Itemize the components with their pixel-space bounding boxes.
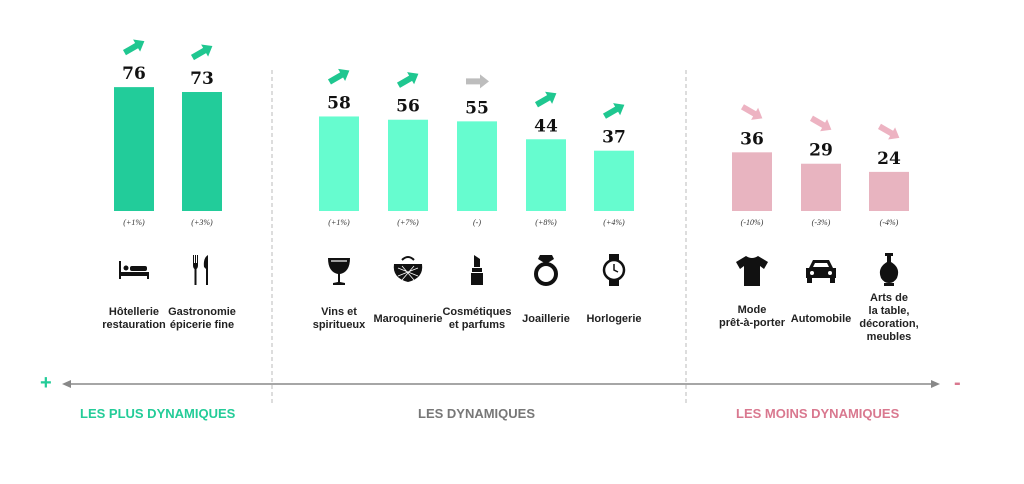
category-label-line: Arts de (870, 292, 908, 304)
lipstick-icon (471, 255, 483, 285)
category-label-line: spiritueux (312, 319, 366, 331)
change-label: (-) (473, 218, 481, 227)
bar (457, 121, 497, 211)
group-label-plus: LES PLUS DYNAMIQUES (80, 406, 236, 421)
bar-value-label: 24 (877, 149, 901, 169)
trend-arrow-up-icon (602, 103, 625, 119)
change-label: (+1%) (123, 218, 145, 227)
trend-arrow-down-icon (809, 115, 832, 132)
category-label-line: Mode (737, 304, 767, 316)
axis-left-arrowhead (62, 380, 71, 388)
change-label: (+1%) (328, 218, 350, 227)
bar (526, 139, 566, 211)
category-label-line: Maroquinerie (373, 313, 443, 325)
category-label: Horlogerie (572, 313, 656, 326)
change-label: (+7%) (397, 218, 419, 227)
change-label: (-4%) (880, 218, 899, 227)
bar (114, 87, 154, 211)
bar-value-label: 73 (190, 69, 214, 89)
category-label-line: Automobile (790, 313, 852, 325)
bar-value-label: 55 (465, 98, 489, 118)
category-label: Gastronomie épicerie fine (160, 306, 244, 332)
bar-value-label: 36 (740, 129, 764, 149)
category-label-line: épicerie fine (169, 319, 235, 331)
bar (182, 92, 222, 211)
category-label-line: meubles (866, 331, 912, 343)
category-label: Arts de la table, décoration, meubles (847, 292, 931, 344)
bar-value-label: 56 (396, 97, 420, 117)
category-label-line: Hôtellerie (108, 306, 160, 318)
bar-value-label: 37 (602, 128, 626, 148)
change-label: (+8%) (535, 218, 557, 227)
axis-right-arrowhead (931, 380, 940, 388)
category-label-line: prêt-à-porter (718, 317, 785, 329)
category-label-line: décoration, (859, 318, 919, 330)
category-label: Joaillerie (504, 313, 588, 326)
bar (801, 163, 841, 211)
purse-icon (393, 256, 423, 282)
bar-value-label: 76 (122, 64, 146, 84)
fork-knife-icon (193, 255, 208, 285)
car-icon (806, 260, 836, 283)
category-label-line: et parfums (448, 319, 506, 331)
group-label-mid: LES DYNAMIQUES (418, 406, 536, 421)
tshirt-icon (736, 256, 768, 286)
change-label: (-3%) (812, 218, 831, 227)
category-label: Automobile (779, 313, 863, 326)
trend-arrow-down-icon (740, 104, 763, 120)
bar (594, 150, 634, 211)
trend-arrow-down-icon (877, 123, 900, 140)
category-label-line: Vins et (321, 306, 357, 318)
ring-icon (534, 255, 558, 286)
vase-icon (879, 253, 899, 286)
trend-arrow-up-icon (122, 39, 145, 56)
category-label: Mode prêt-à-porter (710, 304, 794, 330)
category-label: Maroquinerie (366, 313, 450, 326)
bar (319, 116, 359, 211)
category-label-line: Joaillerie (522, 313, 570, 325)
category-label-line: restauration (102, 319, 166, 331)
category-label-line: Gastronomie (168, 306, 236, 318)
category-label: Hôtellerie restauration (92, 306, 176, 332)
bar-value-label: 58 (327, 93, 351, 113)
category-label-line: la table, (868, 305, 910, 317)
axis-minus-sign: - (954, 372, 961, 394)
change-label: (-10%) (741, 218, 764, 227)
watch-icon (602, 254, 626, 286)
bar-value-label: 44 (534, 116, 558, 136)
trend-arrow-flat-icon (466, 74, 489, 89)
category-label-line: Cosmétiques (442, 306, 512, 318)
bar-value-label: 29 (809, 141, 833, 161)
trend-arrow-up-icon (327, 68, 350, 85)
trend-arrow-up-icon (190, 44, 213, 61)
category-label-line: Horlogerie (586, 313, 642, 325)
bar (732, 152, 772, 211)
bed-icon (119, 261, 149, 279)
category-label: Vins et spiritueux (297, 306, 381, 332)
axis-plus-sign: + (40, 372, 52, 394)
bar (388, 119, 428, 211)
trend-arrow-up-icon (396, 72, 419, 88)
group-label-minus: LES MOINS DYNAMIQUES (736, 406, 900, 421)
category-label: Cosmétiques et parfums (435, 306, 519, 332)
change-label: (+3%) (191, 218, 213, 227)
trend-arrow-up-icon (534, 91, 557, 108)
bar (869, 171, 909, 211)
wine-glass-icon (328, 258, 350, 285)
change-label: (+4%) (603, 218, 625, 227)
